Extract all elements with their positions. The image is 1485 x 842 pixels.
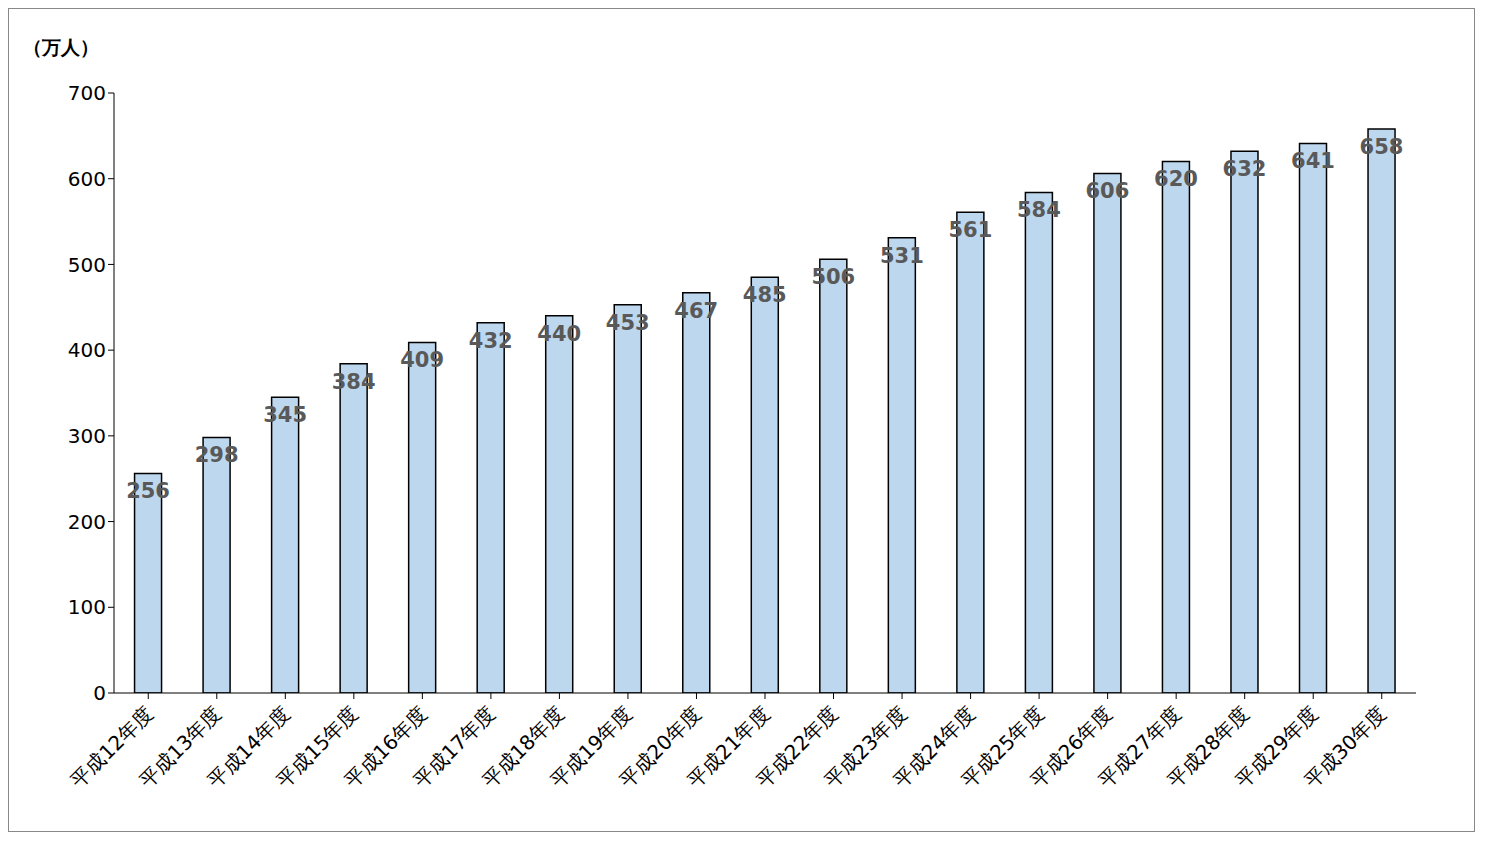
svg-text:平成29年度: 平成29年度 [1230, 701, 1323, 793]
svg-text:440: 440 [537, 322, 581, 346]
svg-text:384: 384 [332, 370, 376, 394]
svg-text:256: 256 [126, 479, 170, 503]
svg-text:平成18年度: 平成18年度 [477, 701, 569, 793]
svg-text:432: 432 [469, 329, 513, 353]
svg-text:平成12年度: 平成12年度 [65, 701, 158, 793]
svg-text:平成14年度: 平成14年度 [203, 701, 295, 793]
html-text:（万人）: （万人） [23, 36, 99, 58]
svg-text:平成22年度: 平成22年度 [751, 701, 843, 793]
svg-text:620: 620 [1154, 167, 1198, 191]
svg-text:500: 500 [68, 253, 106, 277]
svg-text:平成24年度: 平成24年度 [888, 701, 980, 793]
svg-text:561: 561 [948, 218, 992, 242]
svg-text:600: 600 [68, 167, 106, 191]
svg-text:平成16年度: 平成16年度 [340, 701, 432, 793]
svg-text:平成26年度: 平成26年度 [1025, 701, 1117, 793]
svg-text:0: 0 [93, 681, 106, 705]
svg-text:平成13年度: 平成13年度 [134, 701, 226, 793]
svg-text:531: 531 [880, 244, 924, 268]
svg-text:100: 100 [68, 595, 106, 619]
svg-text:200: 200 [68, 510, 106, 534]
svg-text:平成27年度: 平成27年度 [1093, 701, 1186, 793]
svg-text:400: 400 [68, 338, 106, 362]
svg-text:298: 298 [195, 443, 239, 467]
svg-text:平成25年度: 平成25年度 [956, 701, 1049, 793]
svg-text:平成20年度: 平成20年度 [614, 701, 706, 793]
svg-text:平成23年度: 平成23年度 [819, 701, 912, 793]
svg-text:632: 632 [1223, 157, 1267, 181]
svg-text:506: 506 [811, 265, 855, 289]
svg-text:606: 606 [1086, 179, 1130, 203]
svg-text:700: 700 [68, 81, 106, 105]
svg-text:584: 584 [1017, 198, 1061, 222]
svg-text:409: 409 [400, 348, 444, 372]
svg-text:300: 300 [68, 424, 106, 448]
svg-text:平成21年度: 平成21年度 [682, 701, 775, 793]
svg-text:平成15年度: 平成15年度 [271, 701, 363, 793]
svg-text:485: 485 [743, 283, 787, 307]
svg-text:453: 453 [606, 311, 650, 335]
svg-text:641: 641 [1291, 149, 1335, 173]
svg-text:平成28年度: 平成28年度 [1162, 701, 1254, 793]
svg-text:658: 658 [1360, 135, 1404, 159]
svg-text:平成19年度: 平成19年度 [545, 701, 638, 793]
svg-text:345: 345 [263, 403, 307, 427]
svg-text:平成30年度: 平成30年度 [1299, 701, 1391, 793]
svg-text:平成17年度: 平成17年度 [408, 701, 501, 793]
svg-text:467: 467 [674, 299, 718, 323]
